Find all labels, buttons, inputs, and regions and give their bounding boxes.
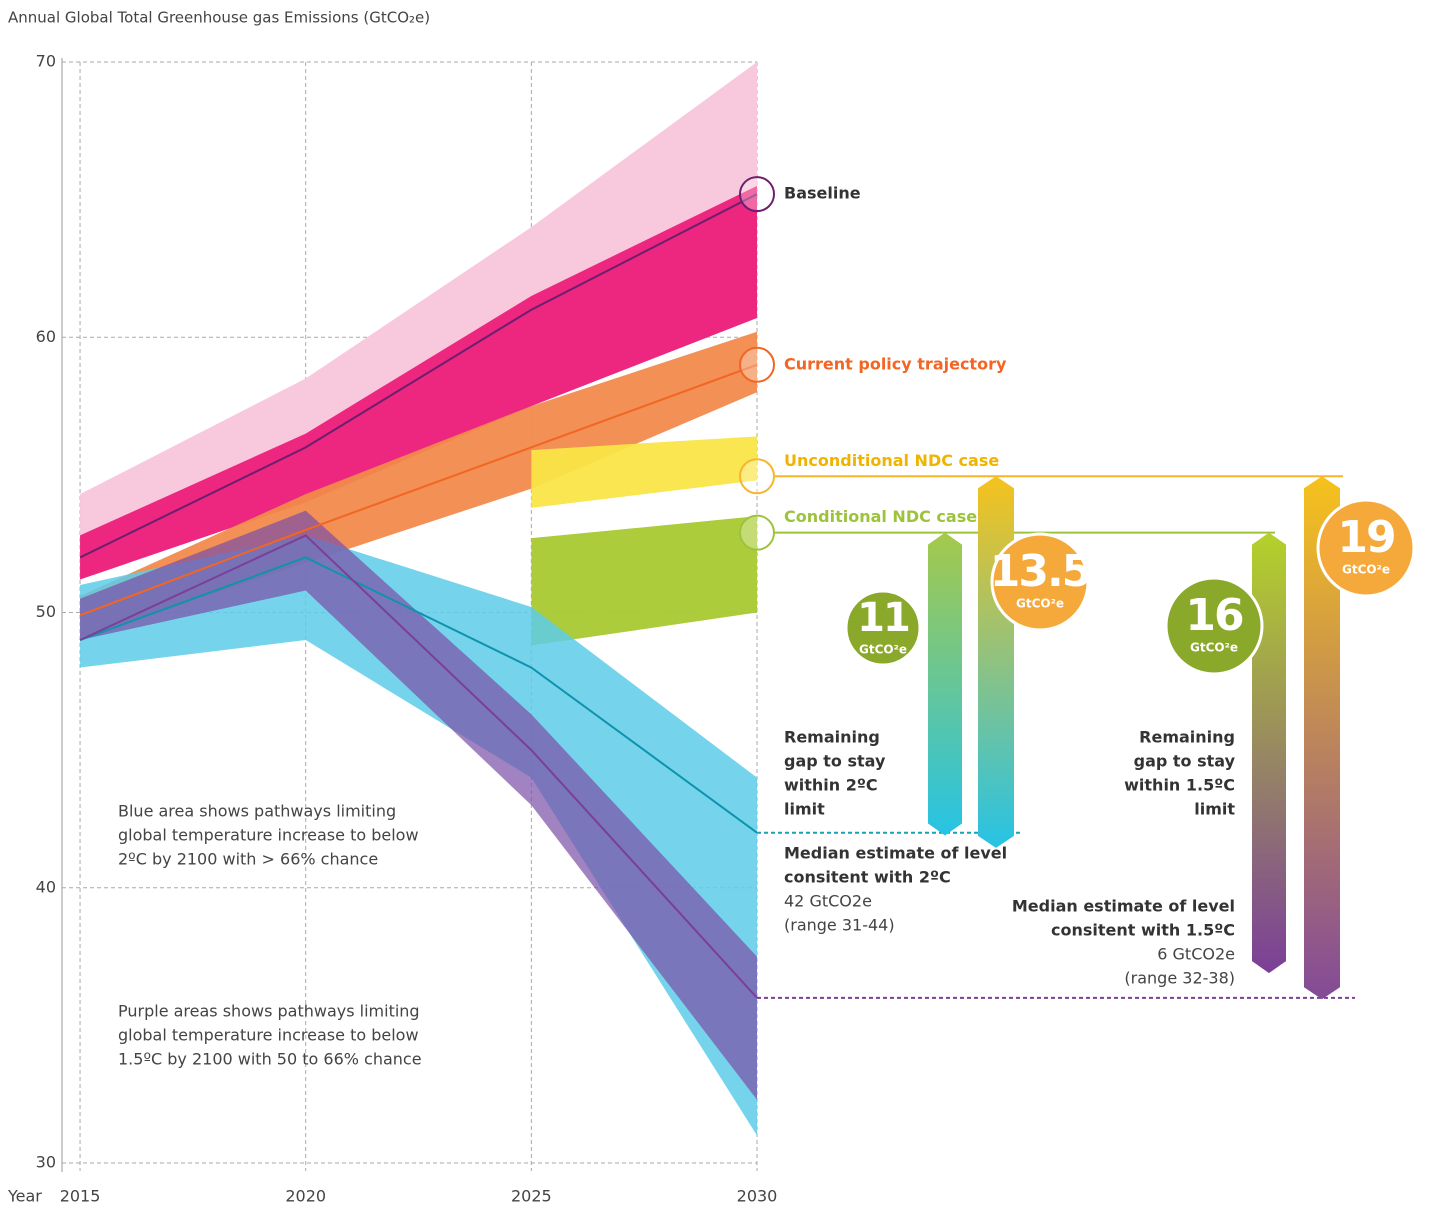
gap-value: 16 <box>1185 590 1243 641</box>
note: Blue area shows pathways limiting <box>118 802 396 821</box>
point-marker <box>739 458 775 495</box>
median-text: Median estimate of level <box>784 844 1007 863</box>
gap-text: gap to stay <box>1134 752 1236 771</box>
gap-bar <box>978 476 1014 848</box>
gap-badge <box>1164 576 1264 676</box>
gap-unit: GtCO²e <box>1016 597 1064 611</box>
note: global temperature increase to below <box>118 826 419 845</box>
gap-bar <box>1252 532 1286 974</box>
band <box>80 62 758 580</box>
median-text: 6 GtCO2e <box>1157 945 1235 964</box>
median-text: Median estimate of level <box>1012 897 1235 916</box>
gap-text: Remaining <box>1139 728 1235 747</box>
gap-bar <box>928 532 962 836</box>
gap-text: within 1.5ºC <box>1124 776 1235 795</box>
series-label: Current policy trajectory <box>784 354 1007 373</box>
median-text: 42 GtCO2e <box>784 892 872 911</box>
gap-text: Remaining <box>784 728 880 747</box>
series-label: Conditional NDC case <box>784 507 977 526</box>
gap-text: gap to stay <box>784 752 886 771</box>
median-text: (range 32-38) <box>1124 969 1235 988</box>
gap-unit: GtCO²e <box>1190 641 1238 655</box>
gap-text: within 2ºC <box>784 776 878 795</box>
series-label: Baseline <box>784 184 861 203</box>
note: global temperature increase to below <box>118 1026 419 1045</box>
median-text: consitent with 2ºC <box>784 868 951 887</box>
gap-badge <box>1316 498 1416 598</box>
x-tick-label: 2030 <box>737 1187 778 1206</box>
point-marker <box>739 514 775 551</box>
point-marker <box>739 346 775 383</box>
chart-title: Annual Global Total Greenhouse gas Emiss… <box>8 9 430 27</box>
y-tick-label: 70 <box>36 52 56 71</box>
x-tick-label: 2020 <box>285 1187 326 1206</box>
band <box>80 535 758 1136</box>
y-tick-label: 60 <box>36 327 56 346</box>
median-text: (range 31-44) <box>784 916 895 935</box>
gap-text: limit <box>1194 800 1235 819</box>
gap-text: limit <box>784 800 825 819</box>
band <box>531 436 757 508</box>
line <box>79 534 758 999</box>
note: Purple areas shows pathways limiting <box>118 1002 420 1021</box>
gap-badge <box>990 532 1090 632</box>
y-tick-label: 30 <box>36 1153 56 1172</box>
gap-value: 13.5 <box>990 546 1091 597</box>
gap-badge <box>844 589 922 667</box>
gap-bar <box>1304 476 1340 1000</box>
note: 1.5ºC by 2100 with 50 to 66% chance <box>118 1050 422 1069</box>
line <box>79 556 758 834</box>
x-tick-label: 2025 <box>511 1187 552 1206</box>
gap-value: 19 <box>1337 512 1394 563</box>
line <box>79 363 758 617</box>
band <box>80 510 758 1100</box>
band <box>531 516 757 646</box>
median-text: consitent with 1.5ºC <box>1051 921 1235 940</box>
gap-value: 11 <box>857 595 909 641</box>
y-tick-label: 40 <box>36 877 56 896</box>
x-axis-label: Year <box>7 1187 42 1206</box>
series-label: Unconditional NDC case <box>784 451 999 470</box>
note: 2ºC by 2100 with > 66% chance <box>118 850 378 869</box>
gap-unit: GtCO²e <box>1342 563 1390 577</box>
band <box>80 185 758 580</box>
gap-unit: GtCO²e <box>859 643 907 657</box>
y-tick-label: 50 <box>36 602 56 621</box>
x-tick-label: 2015 <box>60 1187 101 1206</box>
line <box>79 193 758 559</box>
point-marker <box>739 176 775 213</box>
